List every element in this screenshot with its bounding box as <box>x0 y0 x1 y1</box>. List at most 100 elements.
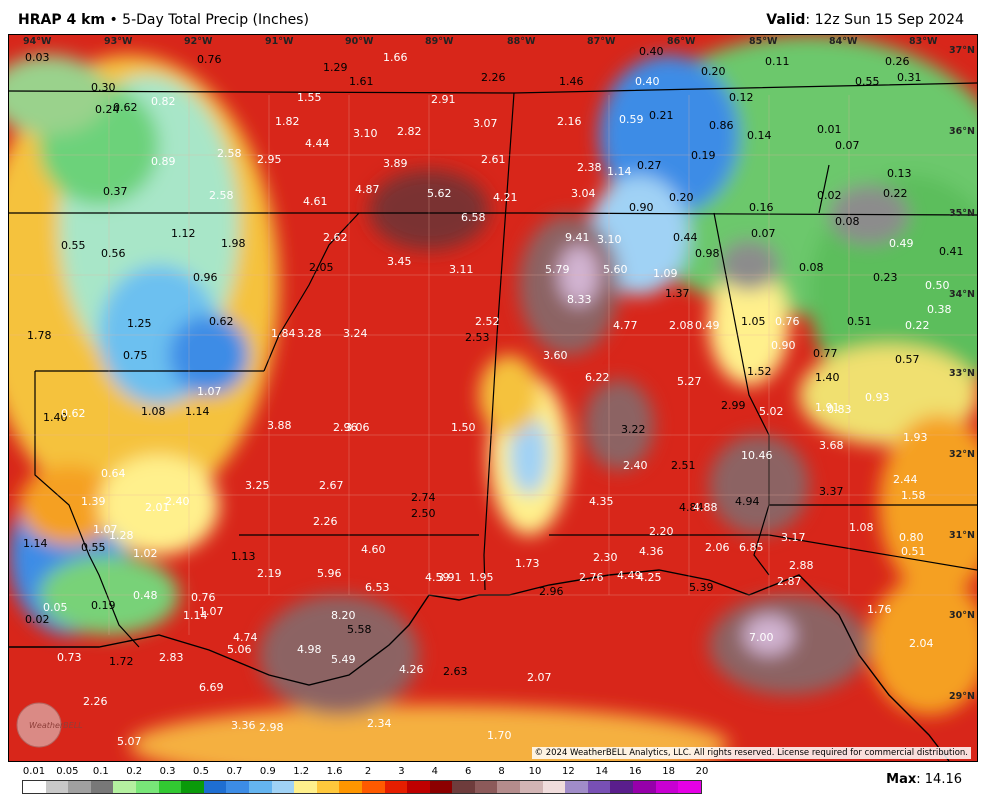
latitude-labels: 37°N 36°N 35°N 34°N 33°N 32°N 31°N 30°N … <box>949 45 975 702</box>
precip-value-label: 8.33 <box>567 293 592 306</box>
precip-value-label: 0.90 <box>771 339 796 352</box>
legend-swatch <box>90 781 114 793</box>
precip-value-label: 0.22 <box>883 187 908 200</box>
precip-value-label: 4.60 <box>361 543 386 556</box>
precip-value-label: 0.98 <box>695 247 720 260</box>
precip-value-label: 1.14 <box>23 537 48 550</box>
precip-value-label: 1.02 <box>133 547 158 560</box>
precip-value-label: 2.96 <box>333 421 358 434</box>
legend-label: 12 <box>562 766 575 777</box>
legend-label: 16 <box>628 766 642 777</box>
precip-value-label: 2.63 <box>443 665 468 678</box>
precip-value-label: 4.44 <box>305 137 330 150</box>
legend-label: 1.2 <box>293 766 310 777</box>
title-separator: • <box>109 12 123 28</box>
legend-label: 0.2 <box>126 766 143 777</box>
precip-value-label: 0.93 <box>865 391 890 404</box>
precip-value-label: 5.79 <box>545 263 570 276</box>
legend-swatch <box>429 781 453 793</box>
legend-swatch <box>113 781 136 793</box>
precip-value-label: 0.82 <box>151 95 176 108</box>
precip-value-label: 2.05 <box>309 261 334 274</box>
longitude-labels: 94°W 93°W 92°W 91°W 90°W 89°W 88°W 87°W … <box>23 36 938 47</box>
precip-value-label: 2.88 <box>789 559 814 572</box>
lon-label: 84°W <box>829 36 858 47</box>
lon-label: 90°W <box>345 36 374 47</box>
precip-value-label: 2.08 <box>669 319 694 332</box>
precip-value-label: 1.07 <box>199 605 224 618</box>
legend-swatch <box>655 781 679 793</box>
legend-swatch <box>68 781 91 793</box>
precip-value-label: 5.58 <box>347 623 372 636</box>
precip-value-label: 1.58 <box>901 489 926 502</box>
legend-swatch <box>271 781 295 793</box>
precip-value-label: 0.55 <box>61 239 86 252</box>
legend-swatch <box>452 781 475 793</box>
precip-value-label: 3.36 <box>231 719 256 732</box>
precip-value-label: 10.46 <box>741 449 773 462</box>
color-legend: 0.01 0.05 0.1 0.2 0.3 0.5 0.7 0.9 1.2 1.6 2 3 4 6 8 10 1… <box>22 766 708 806</box>
precip-value-label: 2.96 <box>539 585 564 598</box>
precip-value-label: 2.26 <box>481 71 506 84</box>
precip-value-label: 1.91 <box>815 401 840 414</box>
legend-swatch <box>474 781 498 793</box>
legend-swatch <box>361 781 385 793</box>
map-canvas: 94°W 93°W 92°W 91°W 90°W 89°W 88°W 87°W … <box>9 35 977 761</box>
lat-label: 29°N <box>949 691 975 702</box>
precip-value-label: 2.91 <box>431 93 456 106</box>
precip-value-label: 2.62 <box>323 231 348 244</box>
precip-value-label: 8.20 <box>331 609 356 622</box>
legend-swatch <box>226 781 249 793</box>
precip-value-label: 5.27 <box>677 375 702 388</box>
precip-value-label: 3.11 <box>449 263 474 276</box>
precip-map: 94°W 93°W 92°W 91°W 90°W 89°W 88°W 87°W … <box>8 34 978 762</box>
precip-value-label: 0.27 <box>637 159 662 172</box>
precip-value-label: 6.69 <box>199 681 224 694</box>
precip-value-label: 0.20 <box>669 191 694 204</box>
precip-value-label: 0.02 <box>817 189 842 202</box>
precip-value-label: 2.16 <box>557 115 582 128</box>
legend-swatch <box>633 781 656 793</box>
legend-swatch <box>203 781 227 793</box>
precip-value-label: 2.50 <box>411 507 436 520</box>
lon-label: 89°W <box>425 36 454 47</box>
precip-value-label: 3.28 <box>297 327 322 340</box>
precip-value-label: 1.07 <box>197 385 222 398</box>
legend-label: 18 <box>662 766 675 777</box>
precip-value-label: 1.25 <box>127 317 152 330</box>
lon-label: 85°W <box>749 36 778 47</box>
header: HRAP 4 km • 5-Day Total Precip (Inches) … <box>0 0 984 34</box>
precip-value-label: 0.75 <box>123 349 148 362</box>
precip-value-label: 3.37 <box>819 485 844 498</box>
precip-value-label: 5.96 <box>317 567 342 580</box>
precip-value-label: 4.59 <box>425 571 450 584</box>
precip-value-label: 1.40 <box>815 371 840 384</box>
precip-value-label: 2.26 <box>313 515 338 528</box>
legend-label: 8 <box>498 766 505 777</box>
precip-value-label: 0.02 <box>25 613 50 626</box>
copyright-credit: © 2024 WeatherBELL Analytics, LLC. All r… <box>531 747 971 759</box>
precip-value-label: 0.55 <box>855 75 880 88</box>
precip-value-label: 6.58 <box>461 211 486 224</box>
precip-value-label: 0.19 <box>91 599 116 612</box>
precip-value-label: 3.10 <box>597 233 622 246</box>
precip-value-label: 5.39 <box>689 581 714 594</box>
precip-value-label: 0.44 <box>673 231 698 244</box>
legend-swatch <box>181 781 204 793</box>
precip-value-label: 2.74 <box>411 491 436 504</box>
precip-value-label: 1.46 <box>559 75 584 88</box>
precip-value-label: 0.19 <box>691 149 716 162</box>
precip-value-label: 0.62 <box>113 101 138 114</box>
precip-value-label: 4.36 <box>639 545 664 558</box>
precip-value-label: 4.77 <box>613 319 638 332</box>
precip-value-label: 0.40 <box>635 75 660 88</box>
precip-value-label: 3.91 <box>437 571 462 584</box>
precip-value-label: 0.07 <box>751 227 776 240</box>
precip-value-label: 0.62 <box>61 407 86 420</box>
precip-value-label: 0.08 <box>799 261 824 274</box>
precip-value-label: 0.13 <box>887 167 912 180</box>
precip-value-label: 1.72 <box>109 655 134 668</box>
precip-value-label: 1.95 <box>469 571 494 584</box>
precip-value-label: 1.84 <box>271 327 296 340</box>
precip-value-label: 2.04 <box>909 637 934 650</box>
